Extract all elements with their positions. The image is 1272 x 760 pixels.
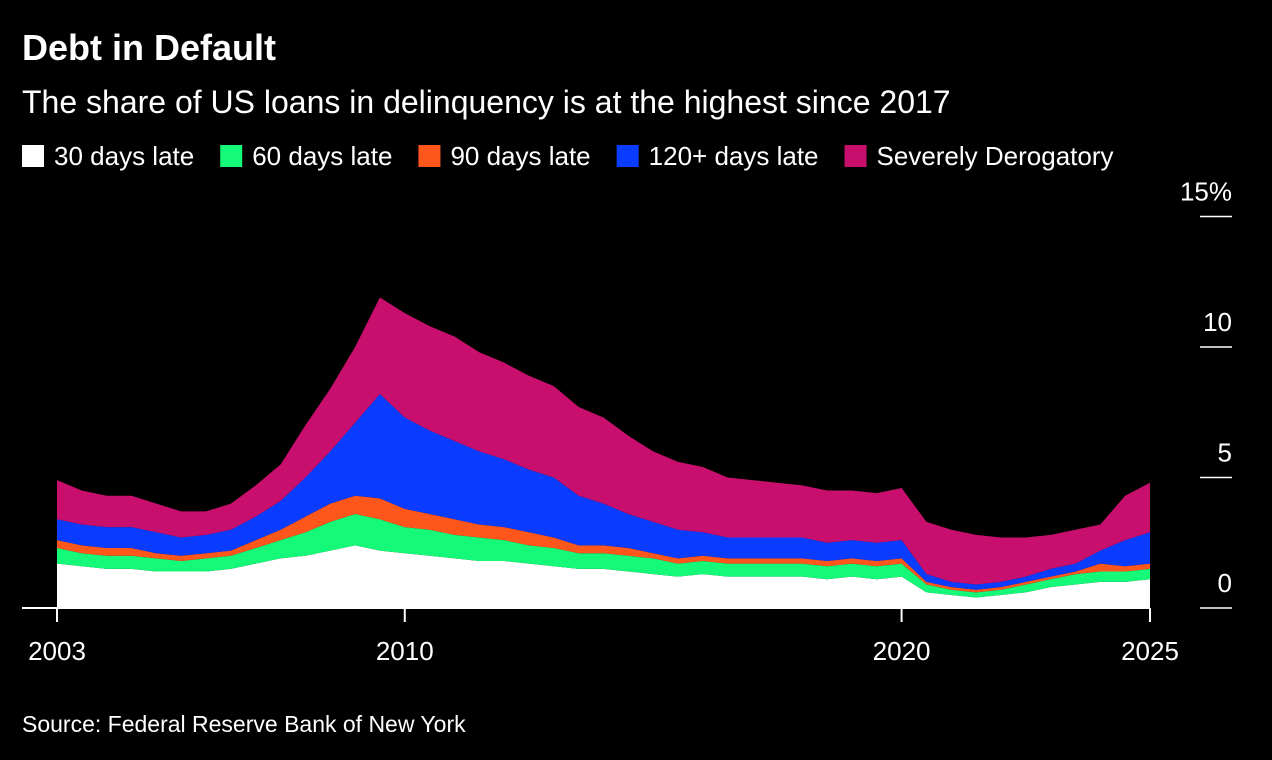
legend-label: Severely Derogatory xyxy=(877,141,1114,171)
legend-swatch xyxy=(418,145,441,167)
legend-swatch xyxy=(22,145,44,167)
area xyxy=(57,495,1150,593)
legend-swatch xyxy=(844,145,867,167)
area xyxy=(57,545,1150,608)
legend-label: 30 days late xyxy=(54,141,194,171)
x-tick-label: 2025 xyxy=(1121,636,1179,666)
y-tick-label: 15% xyxy=(1180,177,1232,207)
x-tick-label: 2010 xyxy=(376,636,434,666)
y-tick-label: 10 xyxy=(1203,307,1232,337)
source: Source: Federal Reserve Bank of New York xyxy=(22,711,466,737)
chart-title: Debt in Default xyxy=(22,27,276,68)
area xyxy=(57,514,1150,598)
legend-label: 90 days late xyxy=(450,141,590,171)
area xyxy=(57,297,1150,585)
x-tick-label: 2020 xyxy=(873,636,931,666)
legend-swatch xyxy=(616,145,639,167)
legend-swatch xyxy=(220,145,243,167)
legend-label: 60 days late xyxy=(252,141,392,171)
x-tick-label: 2003 xyxy=(28,636,86,666)
chart-subtitle: The share of US loans in delinquency is … xyxy=(22,84,951,120)
legend-label: 120+ days late xyxy=(649,141,819,171)
y-tick-label: 0 xyxy=(1218,568,1232,598)
y-tick-label: 5 xyxy=(1218,438,1232,468)
